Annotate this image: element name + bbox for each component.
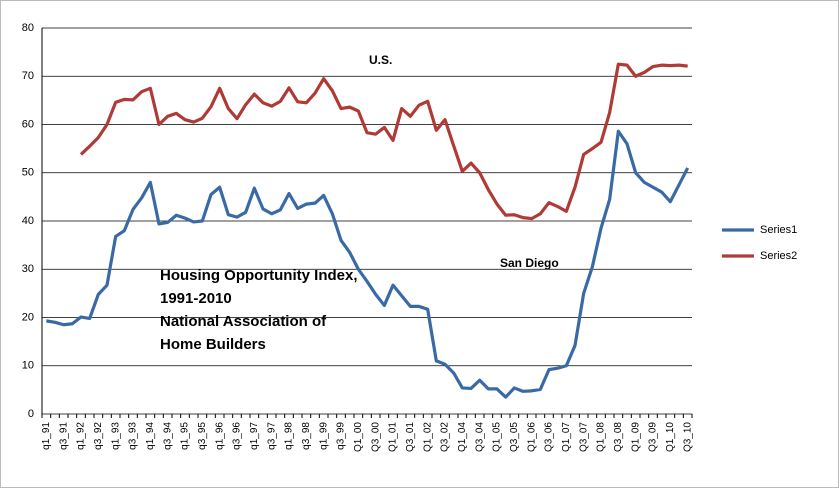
x-tick-label: Q3_01 <box>405 422 416 452</box>
x-tick-label: q1_91 <box>41 422 52 450</box>
x-tick-label: Q3_05 <box>509 422 520 452</box>
x-tick-label: Q1_05 <box>492 422 503 452</box>
y-tick-label: 70 <box>22 70 34 82</box>
annotation: San Diego <box>500 256 559 270</box>
x-tick-label: q3_91 <box>58 422 69 450</box>
x-tick-label: Q1_04 <box>457 422 468 452</box>
x-tick-label: q3_93 <box>128 422 139 450</box>
legend-label: Series2 <box>760 250 797 262</box>
x-tick-label: Q1_00 <box>353 422 364 452</box>
x-tick-label: q1_96 <box>214 422 225 450</box>
x-tick-label: Q3_04 <box>474 422 485 452</box>
x-tick-label: q3_97 <box>266 422 277 450</box>
note-line: National Association of <box>160 313 327 330</box>
x-tick-label: Q3_08 <box>613 422 624 452</box>
y-tick-label: 30 <box>22 263 34 275</box>
x-tick-label: Q1_08 <box>596 422 607 452</box>
x-tick-label: q3_98 <box>301 422 312 450</box>
x-tick-label: Q3_09 <box>648 422 659 452</box>
x-tick-label: q1_93 <box>110 422 121 450</box>
y-tick-label: 0 <box>28 408 34 420</box>
plot-area: 0 10 20 30 40 50 60 70 80 q1_91 q3_91 q1_92 q3_92 q1_… <box>22 22 798 452</box>
x-tick-label: q3_99 <box>336 422 347 450</box>
y-tick-label: 60 <box>22 118 34 130</box>
x-tick-label: Q3_02 <box>440 422 451 452</box>
x-tick-label: q1_99 <box>318 422 329 450</box>
x-tick-label: Q3_06 <box>544 422 555 452</box>
x-tick-label: q1_95 <box>180 422 191 450</box>
note-line: Housing Opportunity Index, <box>160 267 358 284</box>
series-line <box>46 129 690 399</box>
x-tick-label: Q1_10 <box>665 422 676 452</box>
x-tick-label: Q1_01 <box>388 422 399 452</box>
x-tick-label: q1_92 <box>76 422 87 450</box>
x-tick-label: Q1_07 <box>561 422 572 452</box>
annotation: U.S. <box>369 53 392 67</box>
y-tick-label: 40 <box>22 215 34 227</box>
note-line: Home Builders <box>160 336 266 353</box>
series-line <box>79 62 688 221</box>
x-tick-label: q3_94 <box>162 422 173 450</box>
x-tick-label: Q3_07 <box>578 422 589 452</box>
x-tick-label: q3_92 <box>93 422 104 450</box>
x-tick-label: Q1_09 <box>630 422 641 452</box>
y-tick-label: 10 <box>22 360 34 372</box>
x-tick-label: q1_94 <box>145 422 156 450</box>
legend-label: Series1 <box>760 224 797 236</box>
y-tick-label: 80 <box>22 22 34 34</box>
x-tick-label: q1_98 <box>284 422 295 450</box>
y-tick-label: 50 <box>22 167 34 179</box>
x-tick-label: Q1_02 <box>422 422 433 452</box>
x-tick-label: Q3_00 <box>370 422 381 452</box>
x-tick-label: q3_95 <box>197 422 208 450</box>
x-tick-label: Q1_06 <box>526 422 537 452</box>
x-tick-label: q3_96 <box>232 422 243 450</box>
y-tick-label: 20 <box>22 311 34 323</box>
x-tick-label: Q3_10 <box>682 422 693 452</box>
note-line: 1991-2010 <box>160 290 232 307</box>
x-tick-label: q1_97 <box>249 422 260 450</box>
